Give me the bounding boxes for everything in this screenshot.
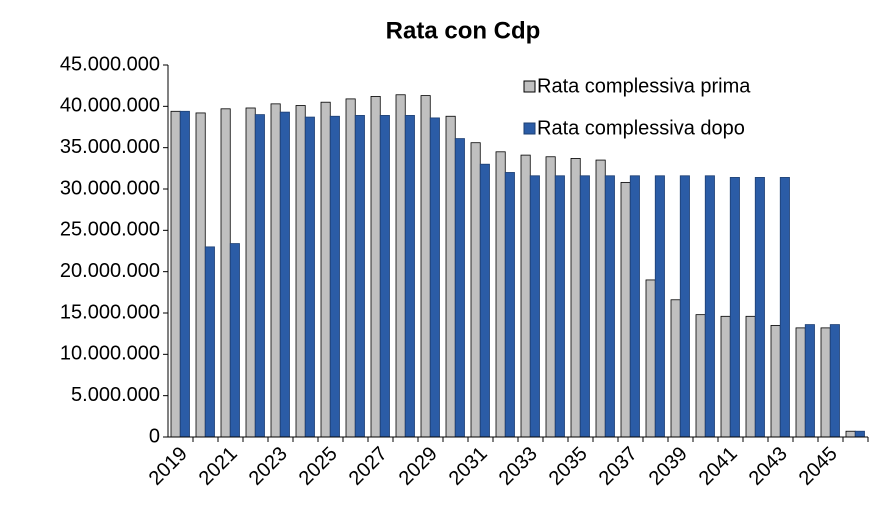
- bar: [779, 177, 790, 438]
- bar: [645, 279, 656, 438]
- x-tick-label: 2021: [195, 443, 242, 490]
- x-tick-label: 2033: [495, 443, 542, 490]
- bar: [670, 299, 681, 438]
- bar: [229, 243, 240, 438]
- x-tick-label: 2037: [595, 443, 642, 490]
- bar: [570, 158, 581, 438]
- bar: [679, 175, 690, 438]
- x-tick-label: 2041: [695, 443, 742, 490]
- bar: [504, 172, 515, 438]
- bar: [770, 324, 781, 438]
- x-tick-label: 2023: [245, 443, 292, 490]
- bar: [370, 96, 381, 438]
- bar: [854, 430, 865, 438]
- bar: [320, 101, 331, 438]
- bar: [654, 175, 665, 438]
- x-tick-label: 2045: [795, 443, 842, 490]
- bar: [595, 159, 606, 438]
- bar: [604, 175, 615, 438]
- bar: [429, 117, 440, 438]
- bar: [304, 116, 315, 438]
- bar: [245, 107, 256, 438]
- bar: [545, 156, 556, 438]
- bar: [329, 115, 340, 438]
- x-tick-label: 2019: [145, 443, 192, 490]
- bar: [204, 246, 215, 438]
- bar: [720, 315, 731, 438]
- bar: [220, 108, 231, 438]
- bar: [704, 175, 715, 438]
- bar: [804, 324, 815, 438]
- bar: [620, 181, 631, 438]
- bar: [754, 177, 765, 438]
- bar: [579, 175, 590, 438]
- bar: [629, 175, 640, 438]
- x-tick-label: 2025: [295, 443, 342, 490]
- y-tick-label: 40.000.000: [60, 95, 160, 117]
- x-tick-label: 2027: [345, 443, 392, 490]
- x-tick-label: 2031: [445, 443, 492, 490]
- legend-swatch: [523, 80, 536, 93]
- y-tick-label: 0: [149, 425, 160, 447]
- bar: [179, 110, 190, 438]
- y-tick-label: 20.000.000: [60, 260, 160, 282]
- bar: [395, 94, 406, 438]
- x-tick-label: 2029: [395, 443, 442, 490]
- y-tick-label: 15.000.000: [60, 301, 160, 323]
- bar: [345, 98, 356, 438]
- bar: [254, 114, 265, 438]
- x-tick-label: 2035: [545, 443, 592, 490]
- bar: [170, 110, 181, 438]
- bar: [379, 115, 390, 438]
- x-tick-label: 2043: [745, 443, 792, 490]
- y-tick-label: 5.000.000: [71, 384, 160, 406]
- bar: [420, 95, 431, 438]
- bar: [845, 430, 856, 438]
- bar: [470, 142, 481, 438]
- y-tick-label: 10.000.000: [60, 343, 160, 365]
- bar: [479, 163, 490, 438]
- bar: [454, 138, 465, 438]
- bar: [195, 112, 206, 438]
- chart-title: Rata con Cdp: [386, 17, 541, 44]
- bar: [520, 154, 531, 438]
- x-tick-label: 2039: [645, 443, 692, 490]
- bar: [795, 327, 806, 438]
- bar: [554, 175, 565, 438]
- bar: [529, 175, 540, 438]
- bar: [404, 115, 415, 438]
- bar: [695, 314, 706, 438]
- bar: [270, 103, 281, 438]
- bar: [729, 177, 740, 438]
- legend-swatch: [523, 122, 536, 135]
- bar: [820, 327, 831, 438]
- y-tick-label: 45.000.000: [60, 53, 160, 75]
- y-tick-label: 35.000.000: [60, 136, 160, 158]
- y-tick-label: 25.000.000: [60, 219, 160, 241]
- bar: [495, 151, 506, 438]
- bar: [745, 315, 756, 438]
- bar: [354, 115, 365, 438]
- y-tick-label: 30.000.000: [60, 177, 160, 199]
- bar: [445, 115, 456, 438]
- legend-label: Rata complessiva prima: [537, 75, 751, 97]
- bar: [295, 105, 306, 438]
- bar: [279, 111, 290, 438]
- legend-label: Rata complessiva dopo: [537, 117, 745, 139]
- bar: [829, 324, 840, 438]
